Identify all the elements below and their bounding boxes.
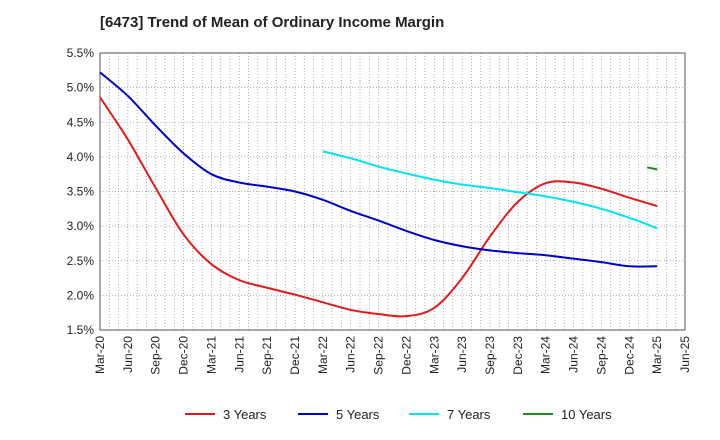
x-tick-label: Jun-24 — [567, 336, 581, 373]
x-tick-label: Mar-25 — [650, 336, 664, 374]
x-tick-label: Sep-24 — [594, 336, 608, 375]
y-tick-label: 5.0% — [67, 81, 95, 95]
x-tick-label: Mar-24 — [539, 336, 553, 374]
y-tick-label: 5.5% — [67, 46, 95, 60]
legend-label-3-years: 3 Years — [223, 407, 267, 422]
x-tick-label: Mar-21 — [204, 336, 218, 374]
series-line-3-years — [99, 96, 658, 318]
x-tick-label: Jun-23 — [455, 336, 469, 373]
x-tick-label: Mar-22 — [316, 336, 330, 374]
y-tick-label: 4.5% — [67, 115, 95, 129]
x-tick-label: Mar-23 — [427, 336, 441, 374]
x-tick-label: Dec-20 — [177, 336, 191, 375]
chart-title: [6473] Trend of Mean of Ordinary Income … — [100, 14, 445, 31]
x-tick-label: Dec-24 — [622, 336, 636, 375]
x-tick-label: Sep-21 — [260, 336, 274, 375]
x-tick-label: Dec-21 — [288, 336, 302, 375]
x-tick-label: Dec-23 — [511, 336, 525, 375]
plot-area — [99, 52, 686, 331]
legend-label-5-years: 5 Years — [336, 407, 380, 422]
y-tick-label: 1.5% — [67, 323, 95, 337]
x-tick-label: Mar-20 — [93, 336, 107, 374]
x-tick-label: Sep-23 — [483, 336, 497, 375]
series-line-10-years — [646, 166, 658, 171]
x-tick-label: Dec-22 — [399, 336, 413, 375]
y-tick-label: 3.0% — [67, 219, 95, 233]
x-tick-label: Sep-22 — [372, 336, 386, 375]
x-tick-label: Jun-22 — [344, 336, 358, 373]
y-tick-label: 2.5% — [67, 254, 95, 268]
y-tick-label: 4.0% — [67, 150, 95, 164]
legend-label-10-years: 10 Years — [561, 407, 612, 422]
x-tick-label: Sep-20 — [149, 336, 163, 375]
x-tick-label: Jun-21 — [232, 336, 246, 373]
x-tick-label: Jun-25 — [678, 336, 692, 373]
series-line-7-years — [322, 150, 658, 230]
y-tick-label: 3.5% — [67, 185, 95, 199]
x-tick-label: Jun-20 — [121, 336, 135, 373]
series-line-5-years — [99, 71, 658, 268]
y-tick-label: 2.0% — [67, 288, 95, 302]
legend-label-7-years: 7 Years — [447, 407, 491, 422]
